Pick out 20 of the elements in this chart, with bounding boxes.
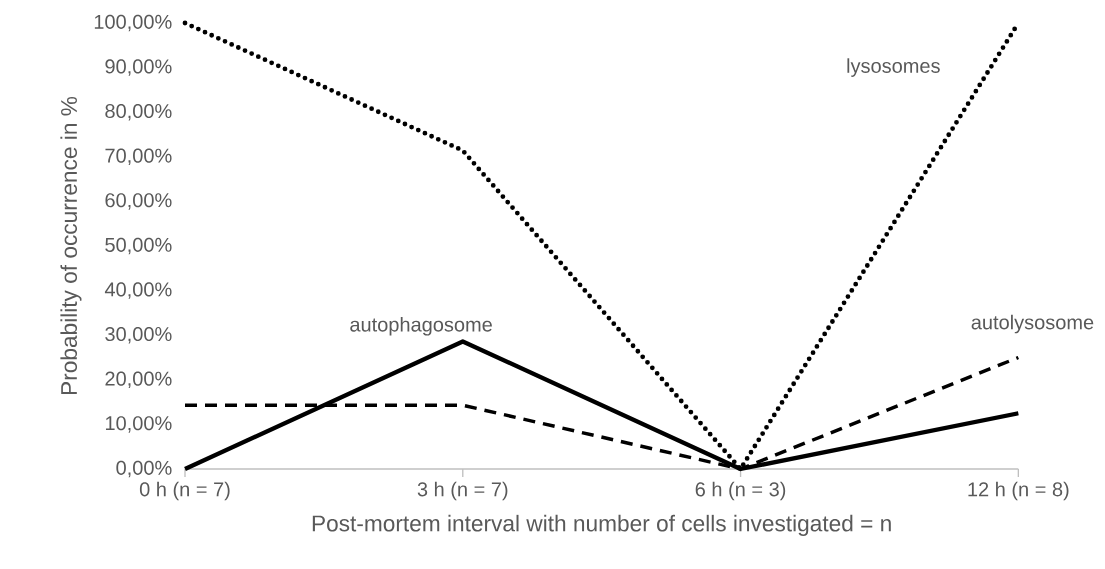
x-tick-label: 12 h (n = 8) — [968, 481, 1069, 501]
y-tick-label: 70,00% — [105, 148, 172, 166]
y-tick-label: 80,00% — [105, 103, 172, 121]
y-tick-label: 100,00% — [94, 14, 172, 32]
y-tick-label: 30,00% — [105, 326, 172, 344]
series-label: lysosomes — [847, 58, 940, 77]
x-tick-label: 3 h (n = 7) — [417, 481, 508, 501]
y-tick-label: 10,00% — [105, 416, 172, 433]
y-tick-label: 20,00% — [105, 371, 172, 389]
y-tick-label: 90,00% — [105, 59, 172, 76]
y-tick-label: 0,00% — [116, 460, 172, 478]
y-tick-label: 50,00% — [105, 237, 172, 255]
series-label: autophagosome — [350, 316, 492, 336]
y-tick-label: 60,00% — [105, 193, 172, 210]
x-tick-label: 0 h (n = 7) — [139, 481, 230, 501]
x-tick-label: 6 h (n = 3) — [695, 481, 786, 501]
x-axis-title: Post-mortem interval with number of cells investigated = n — [312, 514, 891, 536]
series-label: autolysosome — [971, 314, 1094, 334]
y-axis-title: Probability of occurrence in % — [60, 96, 82, 395]
y-tick-label: 40,00% — [104, 282, 172, 299]
